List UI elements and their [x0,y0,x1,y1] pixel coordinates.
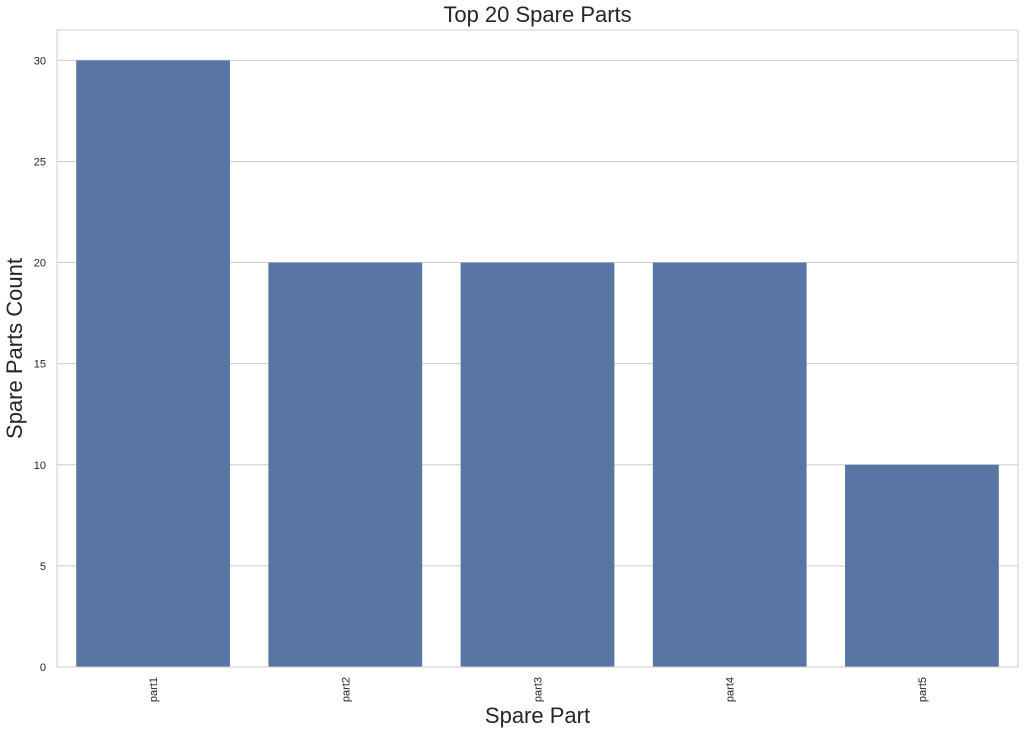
bars [76,60,999,668]
x-axis-ticks: part1 part2 part3 part4 part5 [148,677,929,702]
y-axis-ticks: 0 5 10 15 20 25 30 [34,55,46,674]
x-tick-label: part3 [533,677,545,702]
x-tick-label: part2 [340,677,352,702]
bar-part5 [845,464,999,667]
y-tick-label: 25 [34,156,46,168]
x-tick-label: part4 [725,677,737,702]
x-tick-label: part1 [148,677,160,702]
y-tick-label: 20 [34,258,46,270]
x-tick-label: part5 [917,677,929,702]
y-tick-label: 0 [40,662,46,674]
bar-part3 [460,262,615,667]
chart-title: Top 20 Spare Parts [443,2,631,27]
bar-part2 [268,262,423,667]
y-axis-label: Spare Parts Count [2,258,27,439]
bar-part4 [652,262,807,667]
y-tick-label: 5 [40,561,46,573]
y-tick-label: 10 [34,460,46,472]
x-axis-label: Spare Part [485,703,590,728]
bar-part1 [76,60,230,668]
y-tick-label: 30 [34,55,46,67]
y-tick-label: 15 [34,359,46,371]
plot-frame [56,29,1019,668]
